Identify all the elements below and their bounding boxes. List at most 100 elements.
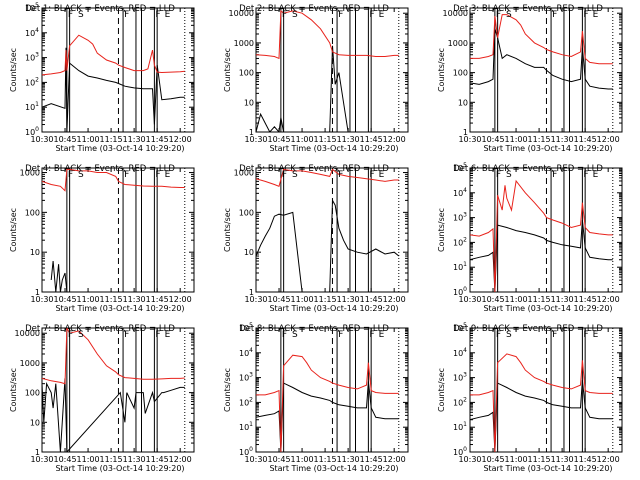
panel-title: Det 6: BLACK = Events, RED = LLD (453, 164, 603, 174)
x-tick-label: 12:00 (597, 295, 620, 304)
y-tick-label: 1 (249, 128, 254, 137)
interval-marker: S (506, 170, 512, 180)
x-tick-label: 10:45 (481, 135, 504, 144)
interval-marker: F (369, 170, 374, 180)
panel-title: Det 9: BLACK = Events, RED = LLD (453, 324, 603, 334)
y-tick-label: 100 (25, 126, 39, 137)
y-tick-label: 1000 (20, 359, 40, 368)
interval-marker: E (593, 170, 599, 180)
plot-area (256, 328, 400, 452)
interval-marker: F (583, 10, 588, 20)
x-tick-label: 11:45 (146, 135, 169, 144)
interval-marker: F (583, 170, 588, 180)
x-tick-label: 10:45 (53, 135, 76, 144)
y-tick-label: 104 (239, 347, 253, 358)
events-series-line (256, 381, 399, 452)
y-tick-label: 103 (453, 212, 467, 223)
panel-title: Det 3: BLACK = Events, RED = LLD (453, 4, 603, 14)
x-tick-label: 11:45 (360, 135, 383, 144)
interval-marker: F (338, 170, 343, 180)
y-tick-label: 1000 (234, 39, 254, 48)
interval-marker: F (68, 10, 73, 20)
y-tick-label: 103 (453, 372, 467, 383)
y-axis-label: Counts/sec (9, 208, 18, 252)
y-tick-label: 10 (30, 418, 40, 427)
x-tick-label: 10:45 (481, 295, 504, 304)
interval-marker: F (155, 330, 160, 340)
y-tick-label: 1000 (20, 169, 40, 178)
interval-marker: S (506, 10, 512, 20)
interval-marker: S (78, 10, 84, 20)
lld-series-line (42, 168, 185, 192)
y-tick-label: 1000 (234, 169, 254, 178)
x-tick-label: 11:00 (505, 455, 528, 464)
lld-series-line (470, 179, 613, 292)
x-tick-label: 10:45 (267, 455, 290, 464)
y-tick-label: 105 (453, 322, 467, 333)
y-tick-label: 10 (244, 248, 254, 257)
x-tick-label: 12:00 (597, 135, 620, 144)
detector-panel-9: Det 9: BLACK = Events, RED = LLD 10:30 10:… (437, 322, 623, 473)
interval-marker: F (68, 170, 73, 180)
y-tick-label: 103 (25, 52, 39, 63)
interval-marker: F (338, 10, 343, 20)
x-tick-label: 12:00 (383, 295, 406, 304)
interval-marker: F (124, 10, 129, 20)
x-axis-label: Start Time (03-Oct-14 10:29:20) (55, 464, 184, 473)
detector-panel-4: Det 4: BLACK = Events, RED = LLD 10:30 10:… (9, 164, 195, 313)
plot-area (256, 168, 400, 292)
x-tick-label: 11:00 (291, 455, 314, 464)
y-axis-label: Counts/sec (223, 208, 232, 252)
x-tick-label: 12:00 (169, 455, 192, 464)
x-tick-label: 12:00 (383, 135, 406, 144)
lld-series-line (256, 354, 399, 452)
y-tick-label: 10 (30, 248, 40, 257)
plot-area (470, 8, 614, 132)
y-tick-label: 105 (239, 322, 253, 333)
x-tick-label: 10:30 (30, 295, 53, 304)
x-axis-label: Start Time (03-Oct-14 10:29:20) (269, 144, 398, 153)
plot-area (42, 328, 186, 452)
x-tick-label: 11:30 (123, 295, 146, 304)
x-tick-label: 12:00 (169, 295, 192, 304)
lld-series-line (256, 168, 399, 187)
x-axis-label: Start Time (03-Oct-14 10:29:20) (483, 304, 612, 313)
interval-marker: E (379, 10, 385, 20)
interval-marker: S (78, 170, 84, 180)
x-tick-label: 11:45 (146, 295, 169, 304)
y-tick-label: 1 (35, 448, 40, 457)
interval-marker: S (506, 330, 512, 340)
y-tick-label: 105 (453, 162, 467, 173)
interval-marker: E (165, 170, 171, 180)
events-series-line (42, 47, 185, 132)
x-tick-label: 11:30 (123, 135, 146, 144)
x-tick-label: 10:30 (458, 295, 481, 304)
detector-panel-8: Det 8: BLACK = Events, RED = LLD 10:30 10:… (223, 322, 409, 473)
detector-panel-6: Det 6: BLACK = Events, RED = LLD 10:30 10:… (437, 162, 623, 313)
panel-title: Det 4: BLACK = Events, RED = LLD (25, 164, 175, 174)
interval-marker: F (282, 330, 287, 340)
events-series-line (256, 45, 349, 132)
y-axis-label: Counts/sec (9, 368, 18, 412)
y-tick-label: 100 (453, 69, 468, 78)
x-tick-label: 11:15 (528, 295, 551, 304)
x-axis-label: Start Time (03-Oct-14 10:29:20) (269, 304, 398, 313)
interval-marker: F (496, 10, 501, 20)
x-tick-label: 12:00 (169, 135, 192, 144)
x-tick-label: 12:00 (383, 455, 406, 464)
detector-panel-1: Det 1: BLACK = Events, RED = LLD 10:30 10:… (9, 2, 195, 153)
y-tick-label: 104 (453, 187, 467, 198)
x-tick-label: 10:45 (53, 455, 76, 464)
interval-marker: E (593, 330, 599, 340)
events-series-line (470, 28, 613, 90)
y-tick-label: 100 (453, 286, 467, 297)
y-tick-label: 10 (244, 98, 254, 107)
x-tick-label: 12:00 (597, 455, 620, 464)
x-tick-label: 11:15 (100, 135, 123, 144)
panel-title: Det 8: BLACK = Events, RED = LLD (239, 324, 389, 334)
y-tick-label: 105 (25, 2, 39, 13)
x-tick-label: 10:45 (53, 295, 76, 304)
interval-marker: S (292, 170, 298, 180)
x-axis-label: Start Time (03-Oct-14 10:29:20) (55, 144, 184, 153)
